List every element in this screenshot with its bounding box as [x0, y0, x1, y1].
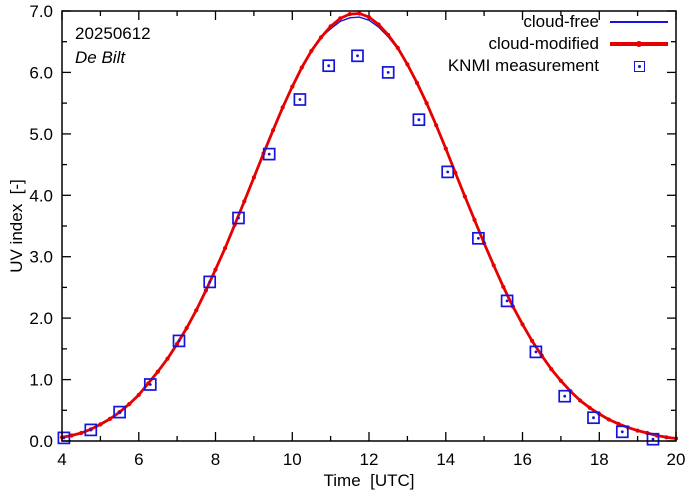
- svg-text:3.0: 3.0: [29, 248, 53, 267]
- legend-entry-cloud-modified: cloud-modified: [448, 33, 668, 55]
- thick-line-sample-icon: [610, 41, 668, 47]
- dot-marker-icon: [636, 41, 642, 47]
- svg-text:6.0: 6.0: [29, 63, 53, 82]
- cloud-modified-dots: [59, 11, 679, 441]
- knmi-measurement-markers: [57, 49, 660, 446]
- thin-line-sample-icon: [610, 21, 668, 23]
- legend-label-cloud-modified: cloud-modified: [488, 34, 599, 53]
- legend-entry-knmi-measurement: KNMI measurement: [448, 55, 668, 77]
- line-swatch: [610, 21, 668, 23]
- svg-text:10: 10: [283, 450, 302, 469]
- date-label: 20250612: [75, 24, 151, 43]
- center-dot-icon: [637, 64, 641, 68]
- svg-text:2.0: 2.0: [29, 309, 53, 328]
- axis-ticks: [61, 10, 677, 442]
- svg-text:6: 6: [134, 450, 143, 469]
- svg-text:0.0: 0.0: [29, 432, 53, 451]
- open-square-icon: [633, 60, 645, 72]
- svg-text:20: 20: [667, 450, 686, 469]
- plot-border: [61, 10, 677, 442]
- svg-text:5.0: 5.0: [29, 125, 53, 144]
- legend-label-knmi-measurement: KNMI measurement: [447, 56, 599, 75]
- cloud-modified-line: [61, 12, 677, 440]
- y-axis-label: UV index [-]: [7, 179, 26, 273]
- svg-text:12: 12: [360, 450, 379, 469]
- square-marker-sample-icon: [610, 60, 668, 72]
- svg-text:7.0: 7.0: [29, 2, 53, 21]
- svg-text:4: 4: [57, 450, 66, 469]
- station-label: De Bilt: [75, 48, 126, 67]
- svg-text:14: 14: [436, 450, 455, 469]
- svg-text:8: 8: [211, 450, 220, 469]
- svg-text:16: 16: [513, 450, 532, 469]
- legend-entry-cloud-free: cloud-free: [448, 11, 668, 33]
- svg-text:4.0: 4.0: [29, 186, 53, 205]
- x-axis-label: Time [UTC]: [323, 471, 415, 490]
- legend: cloud-free cloud-modified KNMI measureme…: [448, 11, 668, 77]
- svg-text:18: 18: [590, 450, 609, 469]
- svg-text:1.0: 1.0: [29, 371, 53, 390]
- tick-labels: 4 6 8 10 12 14 16 18 20 0.0 1.0 2.0 3.0 4.0 5.0 6.0 7.0: [29, 2, 685, 469]
- legend-label-cloud-free: cloud-free: [523, 12, 599, 31]
